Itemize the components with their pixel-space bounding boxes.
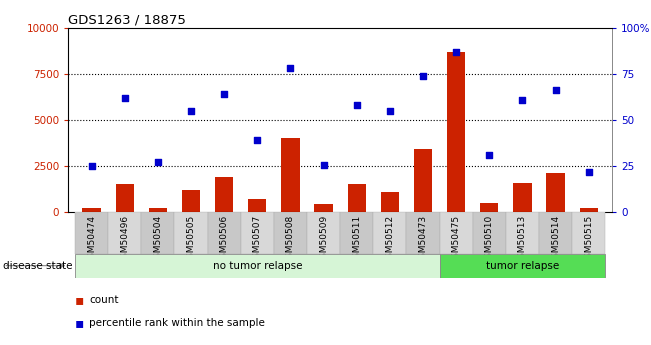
Text: GDS1263 / 18875: GDS1263 / 18875 bbox=[68, 13, 186, 27]
Bar bbox=[447, 52, 465, 212]
Bar bbox=[572, 212, 605, 254]
Bar bbox=[174, 212, 208, 254]
Bar bbox=[208, 212, 241, 254]
Text: GSM50510: GSM50510 bbox=[485, 215, 494, 264]
Bar bbox=[248, 199, 266, 212]
Text: ▪: ▪ bbox=[75, 293, 84, 307]
Point bbox=[518, 97, 528, 102]
Point bbox=[550, 88, 561, 93]
Bar bbox=[579, 208, 598, 212]
Text: GSM50515: GSM50515 bbox=[584, 215, 593, 264]
Bar bbox=[546, 174, 564, 212]
Bar bbox=[439, 254, 605, 278]
Bar bbox=[83, 208, 101, 212]
Bar bbox=[141, 212, 174, 254]
Text: count: count bbox=[89, 295, 118, 305]
Bar bbox=[307, 212, 340, 254]
Point bbox=[583, 169, 594, 174]
Point bbox=[219, 91, 229, 97]
Point bbox=[186, 108, 196, 114]
Text: GSM50504: GSM50504 bbox=[154, 215, 162, 264]
Point bbox=[352, 102, 362, 108]
Text: GSM50473: GSM50473 bbox=[419, 215, 428, 264]
Text: GSM50507: GSM50507 bbox=[253, 215, 262, 264]
Bar bbox=[215, 177, 233, 212]
Point bbox=[87, 163, 97, 169]
Point bbox=[418, 73, 428, 78]
Bar bbox=[473, 212, 506, 254]
Bar bbox=[274, 212, 307, 254]
Bar bbox=[108, 212, 141, 254]
Bar bbox=[506, 212, 539, 254]
Point bbox=[385, 108, 395, 114]
Text: GSM50496: GSM50496 bbox=[120, 215, 129, 264]
Bar bbox=[406, 212, 439, 254]
Text: percentile rank within the sample: percentile rank within the sample bbox=[89, 318, 265, 327]
Point bbox=[120, 95, 130, 100]
Text: GSM50506: GSM50506 bbox=[219, 215, 229, 264]
Bar bbox=[340, 212, 373, 254]
Text: no tumor relapse: no tumor relapse bbox=[212, 261, 302, 270]
Bar bbox=[539, 212, 572, 254]
Point bbox=[451, 49, 462, 55]
Bar bbox=[75, 254, 439, 278]
Text: GSM50475: GSM50475 bbox=[452, 215, 461, 264]
Point bbox=[152, 160, 163, 165]
Bar bbox=[281, 138, 299, 212]
Bar bbox=[514, 183, 532, 212]
Bar bbox=[348, 185, 366, 212]
Bar bbox=[75, 212, 108, 254]
Bar bbox=[414, 149, 432, 212]
Point bbox=[285, 66, 296, 71]
Bar bbox=[182, 190, 200, 212]
Bar bbox=[116, 184, 134, 212]
Text: disease state: disease state bbox=[3, 261, 73, 270]
Text: GSM50511: GSM50511 bbox=[352, 215, 361, 264]
Bar bbox=[381, 192, 399, 212]
Bar bbox=[241, 212, 274, 254]
Bar bbox=[314, 204, 333, 212]
Text: GSM50509: GSM50509 bbox=[319, 215, 328, 264]
Text: GSM50512: GSM50512 bbox=[385, 215, 395, 264]
Text: ▪: ▪ bbox=[75, 316, 84, 329]
Text: GSM50513: GSM50513 bbox=[518, 215, 527, 264]
Bar bbox=[148, 208, 167, 212]
Text: GSM50474: GSM50474 bbox=[87, 215, 96, 264]
Text: tumor relapse: tumor relapse bbox=[486, 261, 559, 270]
Point bbox=[484, 152, 495, 158]
Bar bbox=[439, 212, 473, 254]
Text: GSM50514: GSM50514 bbox=[551, 215, 560, 264]
Bar bbox=[373, 212, 406, 254]
Point bbox=[252, 137, 262, 143]
Text: GSM50508: GSM50508 bbox=[286, 215, 295, 264]
Text: GSM50505: GSM50505 bbox=[186, 215, 195, 264]
Bar bbox=[480, 203, 499, 212]
Point bbox=[318, 162, 329, 168]
